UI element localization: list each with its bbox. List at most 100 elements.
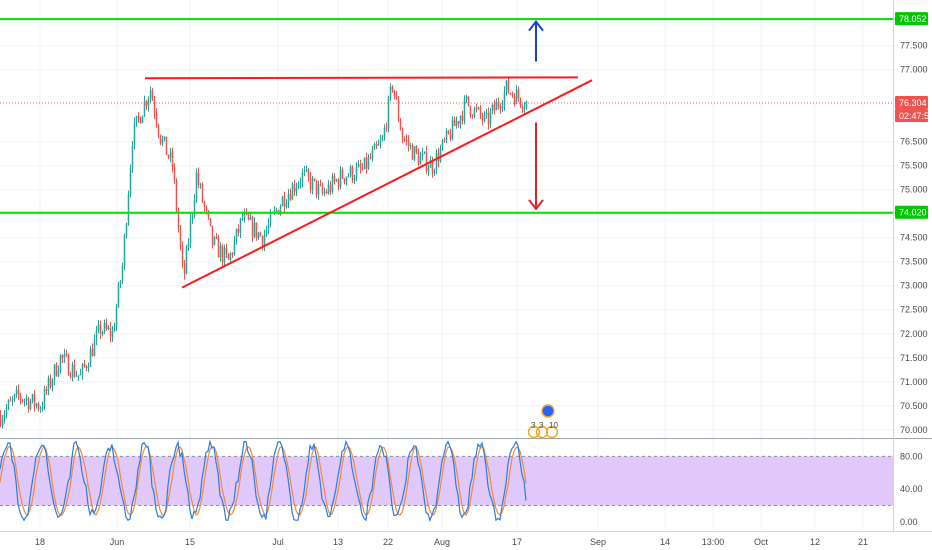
candle-body (305, 169, 308, 171)
candle-body (83, 364, 86, 367)
osc-tick-label: 80.00 (900, 451, 923, 461)
time-tick-label: 17 (512, 537, 522, 547)
candle-body (507, 80, 510, 93)
candle-body (239, 218, 242, 233)
drawings-layer[interactable] (0, 18, 893, 289)
candle-body (1, 419, 4, 426)
candle-body (165, 136, 168, 156)
countdown-badge: 02:47:51 (895, 109, 932, 123)
candle-body (203, 201, 206, 208)
candle-body (149, 90, 152, 99)
candle-body (351, 166, 354, 181)
candle-body (145, 101, 148, 106)
candle-body (163, 136, 166, 139)
price-tick-label: 72.000 (900, 329, 928, 339)
candle-body (489, 111, 492, 125)
candle-body (63, 353, 66, 358)
candle-body (7, 400, 10, 409)
candle-body (343, 178, 346, 182)
candle-body (467, 96, 470, 106)
last-price-badge-text: 76.304 (899, 98, 927, 108)
candle-body (333, 176, 336, 181)
event-ring (535, 425, 549, 439)
candle-body (0, 415, 2, 426)
candle-body (297, 183, 300, 188)
candle-body (525, 101, 528, 108)
candle-body (301, 171, 304, 183)
candle-body (269, 213, 272, 224)
candle-body (27, 398, 30, 410)
resistance-trendline[interactable] (144, 76, 579, 80)
candle-body (515, 89, 518, 105)
candle-body (365, 157, 368, 169)
candle-body (139, 117, 142, 124)
candle-body (11, 398, 14, 401)
candle-body (173, 166, 176, 181)
candle-body (357, 164, 360, 167)
price-tick-label: 71.500 (900, 353, 928, 363)
candle-body (483, 113, 486, 121)
candle-body (151, 90, 154, 101)
candle-body (179, 228, 182, 247)
arrow-up-icon[interactable] (528, 19, 544, 62)
candle-body (55, 364, 58, 376)
level-bottom-badge-text: 74.020 (899, 208, 927, 218)
candle-body (229, 253, 232, 260)
last-price-badge-bg (895, 96, 928, 110)
candle-body (143, 101, 146, 116)
candle-body (457, 121, 460, 125)
candle-body (177, 210, 180, 229)
candle-body (523, 107, 526, 109)
event-label: 10 (549, 421, 558, 430)
candle-body (435, 153, 438, 171)
price-tick-label: 72.500 (900, 305, 928, 315)
candlestick-series[interactable] (0, 76, 528, 429)
candle-body (289, 194, 292, 200)
candle-body (53, 364, 56, 381)
candle-body (211, 225, 214, 245)
candle-body (407, 139, 410, 146)
candle-body (223, 247, 226, 263)
candle-body (423, 151, 426, 154)
candle-body (451, 119, 454, 140)
time-tick-label: 14 (660, 537, 670, 547)
candle-body (421, 153, 424, 156)
candle-body (403, 139, 406, 141)
candle-body (201, 184, 204, 202)
candle-body (257, 232, 260, 239)
candle-body (133, 122, 136, 146)
support-trendline[interactable] (181, 79, 593, 289)
events-icon[interactable]: 3 3 10 (527, 404, 559, 439)
candle-body (415, 146, 418, 153)
candle-body (401, 129, 404, 140)
arrow-down-icon[interactable] (528, 122, 544, 211)
candle-body (99, 324, 102, 335)
candle-body (249, 217, 252, 220)
candle-body (29, 401, 32, 410)
candle-body (175, 180, 178, 211)
candle-body (57, 371, 60, 376)
candle-body (209, 218, 212, 226)
candle-body (461, 115, 464, 121)
candle-body (315, 180, 318, 195)
candle-body (189, 219, 192, 244)
candle-body (387, 97, 390, 129)
grid-layer (0, 0, 893, 530)
candle-body (379, 140, 382, 144)
candle-body (231, 253, 234, 255)
time-tick-label: Aug (434, 537, 450, 547)
candle-body (495, 101, 498, 111)
candle-body (219, 245, 222, 258)
candle-body (187, 243, 190, 247)
candle-body (47, 377, 50, 392)
candle-body (309, 176, 312, 190)
candle-body (367, 157, 370, 169)
candle-body (395, 95, 398, 100)
candle-body (61, 355, 64, 358)
candle-body (253, 222, 256, 237)
candle-body (213, 236, 216, 245)
candle-body (67, 355, 70, 376)
candle-body (513, 95, 516, 105)
candle-body (23, 400, 26, 402)
candle-body (71, 364, 74, 378)
